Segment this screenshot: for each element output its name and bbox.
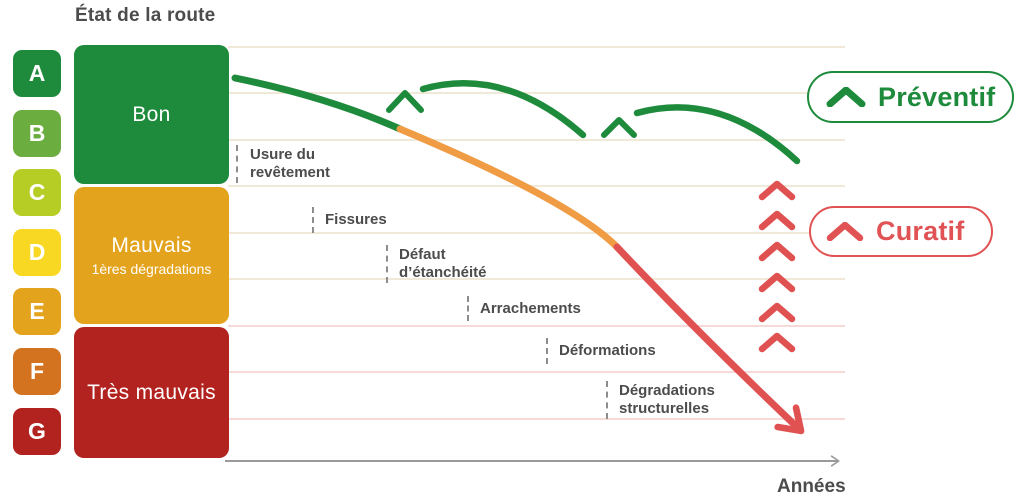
annotation-dashed-tick <box>467 296 469 321</box>
preventif-legend-badge: Préventif <box>807 71 1014 123</box>
annotation-label: Défaut d’étanchéité <box>399 246 487 281</box>
annotation-label: Fissures <box>325 211 387 228</box>
annotation-dashed-tick <box>606 381 608 419</box>
gridline <box>228 325 845 327</box>
grade-badge-d: D <box>13 229 61 276</box>
curatif-legend-label: Curatif <box>876 216 965 246</box>
curatif-chevron-icon <box>826 222 864 241</box>
grade-badge-f: F <box>13 348 61 395</box>
grade-badge-b: B <box>13 110 61 157</box>
curative-chevron-icon <box>758 332 796 353</box>
preventif-chevron-icon <box>826 87 866 107</box>
preventive-repair-arc <box>419 80 587 139</box>
annotation-label: Arrachements <box>480 300 581 317</box>
condition-band: Bon <box>74 45 229 184</box>
preventive-repair-arc <box>633 104 801 165</box>
grade-badge-c: C <box>13 169 61 216</box>
annotation-dashed-tick <box>236 145 238 183</box>
grade-badge-g: G <box>13 408 61 455</box>
curve-degrading-segment <box>396 125 621 251</box>
curative-chevron-icon <box>758 210 796 231</box>
preventive-chevron-icon <box>601 117 637 138</box>
preventif-legend-label: Préventif <box>878 81 996 112</box>
condition-band-sublabel: 1ères dégradations <box>91 261 212 277</box>
curve-good-segment <box>231 74 404 133</box>
condition-band: Mauvais 1ères dégradations <box>74 187 229 324</box>
condition-band-label: Très mauvais <box>87 380 216 404</box>
annotation-label: Dégradations structurelles <box>619 382 715 417</box>
gridline <box>228 232 845 234</box>
gridline <box>228 418 845 420</box>
curative-chevron-icon <box>758 241 796 262</box>
curatif-legend-badge: Curatif <box>809 206 993 257</box>
annotation-dashed-tick <box>312 207 314 233</box>
condition-band: Très mauvais <box>74 327 229 458</box>
annotation-label: Déformations <box>559 342 656 359</box>
gridline <box>228 185 845 187</box>
gridline <box>228 46 845 48</box>
grade-badge-a: A <box>13 50 61 97</box>
x-axis-label: Années <box>777 476 846 497</box>
annotation-label: Usure du revêtement <box>250 146 331 181</box>
grade-badge-e: E <box>13 288 61 335</box>
condition-band-label: Mauvais <box>111 234 192 257</box>
gridline <box>228 371 845 373</box>
gridline <box>228 92 845 94</box>
curative-chevron-icon <box>758 302 796 323</box>
y-axis-title: État de la route <box>75 5 216 26</box>
gridline <box>228 139 845 141</box>
annotation-dashed-tick <box>386 245 388 283</box>
preventive-chevron-icon <box>386 90 424 113</box>
condition-band-label: Bon <box>132 102 171 126</box>
annotation-dashed-tick <box>546 338 548 364</box>
gridline <box>228 278 845 280</box>
